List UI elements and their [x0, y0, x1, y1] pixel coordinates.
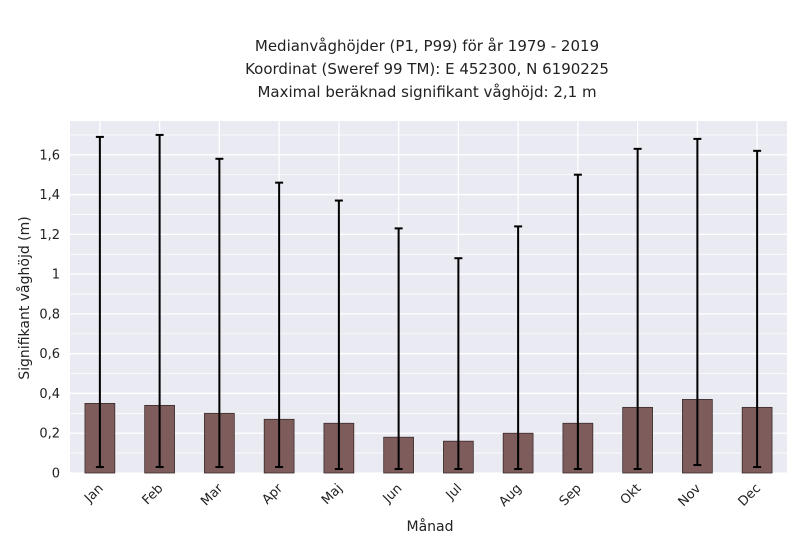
x-tick-label-jul: Jul [443, 481, 465, 503]
y-axis-ticks: 0 0,2 0,4 0,6 0,8 1 1,2 1,4 1,6 [39, 148, 60, 481]
y-axis-label: Signifikant våghöjd (m) [16, 216, 33, 379]
y-tick-label: 0,6 [39, 347, 60, 362]
x-tick-label-nov: Nov [676, 481, 705, 510]
y-tick-label: 1 [52, 268, 60, 283]
x-tick-label-dec: Dec [736, 481, 764, 509]
x-tick-label-sep: Sep [557, 481, 585, 509]
error-bars [95, 133, 762, 471]
x-tick-label-jun: Jun [380, 481, 406, 507]
chart-title-line-2: Koordinat (Sweref 99 TM): E 452300, N 61… [245, 60, 609, 78]
y-tick-label: 1,4 [39, 188, 60, 203]
y-tick-label: 1,6 [39, 148, 60, 163]
x-tick-label-feb: Feb [140, 481, 167, 508]
x-tick-label-aug: Aug [496, 481, 525, 510]
y-tick-label: 0,2 [39, 427, 60, 442]
x-axis-ticks: Jan Feb Mar Apr Maj Jun Jul Aug Sep Okt Nov Dec [81, 481, 764, 510]
y-tick-label: 0 [52, 467, 60, 482]
x-tick-label-mar: Mar [198, 481, 226, 509]
x-axis-label: Månad [407, 518, 454, 535]
y-tick-label: 0,4 [39, 387, 60, 402]
plot-area [70, 121, 787, 473]
x-tick-label-jan: Jan [81, 481, 106, 506]
chart-title-line-1: Medianvåghöjder (P1, P99) för år 1979 - … [255, 37, 599, 55]
y-tick-label: 1,2 [39, 228, 60, 243]
y-tick-label: 0,8 [39, 307, 60, 322]
x-tick-label-okt: Okt [618, 481, 645, 508]
x-tick-label-apr: Apr [259, 481, 286, 508]
chart-title-line-3: Maximal beräknad signifikant våghöjd: 2,… [257, 83, 596, 101]
chart-title: Medianvåghöjder (P1, P99) för år 1979 - … [245, 37, 609, 101]
x-tick-label-maj: Maj [319, 481, 346, 508]
